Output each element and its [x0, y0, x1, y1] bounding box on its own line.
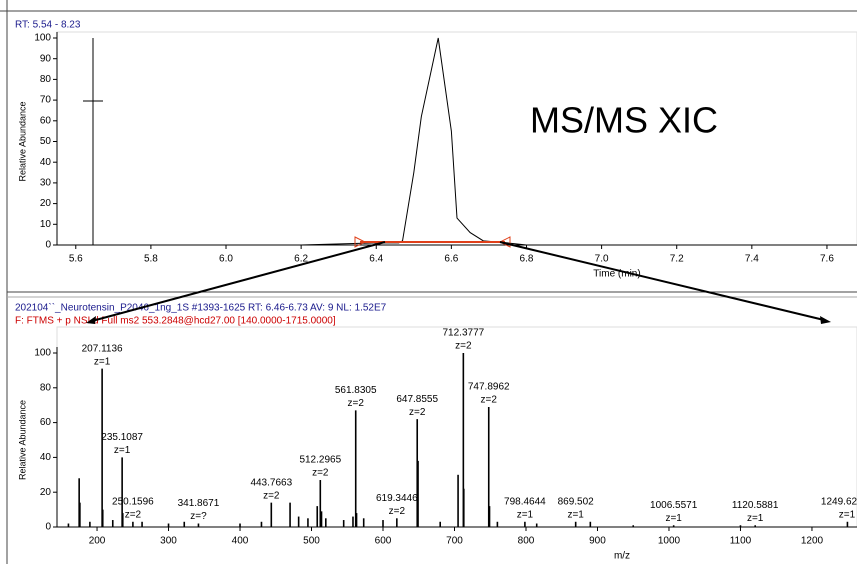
- spectrum-chart: 0 20 40 60 80 100 200 300 400 500 600 700 800 900 1000…: [15, 302, 857, 562]
- y-tick-label: 0: [45, 240, 51, 251]
- x-tick-label: 6.4: [369, 254, 383, 265]
- x-tick-label: 7.2: [670, 254, 684, 265]
- peak-mz-label: 341.8671: [178, 498, 220, 509]
- x-axis-label: Time (min): [593, 269, 640, 280]
- y-tick-label: 90: [40, 53, 52, 64]
- arrow: [91, 241, 386, 322]
- x-tick-label: 6.2: [294, 254, 308, 265]
- peak-mz-label: 1249.62: [821, 496, 857, 507]
- peak-charge-label: z=1: [517, 509, 534, 520]
- peak-mz-label: 1120.5881: [732, 500, 779, 511]
- xic-trace: [188, 37, 527, 246]
- y-tick-label: 40: [40, 452, 52, 463]
- peak-mz-label: 561.8305: [335, 385, 377, 396]
- y-tick-label: 20: [40, 198, 52, 209]
- peak-mz-label: 512.2965: [299, 455, 341, 466]
- x-tick-label: 7.0: [595, 254, 609, 265]
- peak-charge-label: z=2: [389, 506, 406, 517]
- peak-charge-label: z=2: [312, 468, 329, 479]
- peak-mz-label: 1006.5571: [650, 500, 698, 511]
- y-tick-label: 100: [34, 348, 51, 359]
- x-tick-label: 500: [303, 536, 320, 547]
- y-tick-label: 80: [40, 382, 52, 393]
- x-tick-label: 7.4: [745, 254, 759, 265]
- x-tick-label: 6.0: [219, 254, 233, 265]
- peak-mz-label: 647.8555: [396, 394, 438, 405]
- peak-mz-label: 712.3777: [442, 328, 484, 339]
- x-tick-label: 800: [518, 536, 535, 547]
- arrow-head: [86, 316, 96, 324]
- peak-charge-label: z=2: [409, 407, 426, 418]
- chart-title: RT: 5.54 - 8.23: [15, 20, 81, 31]
- peak-charge-label: z=1: [114, 445, 131, 456]
- x-tick-label: 1100: [730, 536, 752, 547]
- y-tick-label: 20: [40, 487, 52, 498]
- x-tick-label: 300: [160, 536, 177, 547]
- x-tick-label: 700: [446, 536, 463, 547]
- y-tick-label: 60: [40, 417, 52, 428]
- range-markers: [354, 236, 511, 248]
- peak-charge-label: z=?: [190, 511, 207, 522]
- peak-mz-label: 235.1087: [101, 432, 143, 443]
- x-tick-label: 1000: [658, 536, 681, 547]
- y-tick-label: 60: [40, 115, 52, 126]
- peak-charge-label: z=1: [94, 356, 111, 367]
- peak-charge-label: z=1: [747, 513, 764, 524]
- x-tick-label: 5.6: [69, 254, 83, 265]
- x-tick-label: 7.6: [820, 254, 834, 265]
- peak-charge-label: z=2: [263, 490, 280, 501]
- scan-filter: F: FTMS + p NSI d Full ms2 553.2848@hcd2…: [15, 316, 336, 327]
- y-tick-label: 30: [40, 178, 52, 189]
- x-tick-label: 5.8: [144, 254, 158, 265]
- xic-chart: 0 10 20 30 40 50 60 70 80 90 100 5.6 5.8 6.0 6.2 6.4 6.6…: [15, 20, 857, 280]
- peak-mz-label: 619.3446: [376, 493, 418, 504]
- peak-mz-label: 798.4644: [504, 496, 546, 507]
- peak-charge-label: z=1: [665, 513, 682, 524]
- x-tick-label: 400: [232, 536, 249, 547]
- x-tick-label: 900: [589, 536, 606, 547]
- arrow-head: [820, 316, 831, 324]
- arrow: [499, 241, 825, 321]
- x-tick-label: 200: [89, 536, 106, 547]
- y-tick-label: 10: [40, 219, 52, 230]
- peak-mz-label: 443.7663: [250, 477, 292, 488]
- x-tick-label: 1200: [801, 536, 824, 547]
- scan-header: 202104``_Neurotensin_P2046_1ng_1S #1393-…: [15, 302, 387, 314]
- peak-mz-label: 747.8962: [468, 382, 510, 393]
- y-tick-label: 80: [40, 74, 52, 85]
- y-axis-label: Relative Abundance: [17, 400, 27, 480]
- y-tick-label: 100: [34, 33, 51, 44]
- peak-mz-label: 207.1136: [82, 343, 123, 354]
- peak-mz-label: 250.1596: [112, 496, 154, 507]
- peak-charge-label: z=2: [455, 341, 472, 352]
- y-axis-label: Relative Abundance: [17, 101, 27, 181]
- peak-charge-label: z=1: [567, 509, 584, 520]
- y-tick-label: 40: [40, 157, 52, 168]
- x-tick-label: 600: [375, 536, 392, 547]
- x-axis-label: m/z: [614, 551, 630, 562]
- peak-charge-label: z=2: [348, 398, 365, 409]
- x-tick-label: 6.8: [520, 254, 534, 265]
- peak-charge-label: z=2: [481, 395, 498, 406]
- y-tick-label: 70: [40, 95, 52, 106]
- y-tick-label: 50: [40, 136, 52, 147]
- annotation: MS/MS XIC: [530, 100, 718, 141]
- x-tick-label: 6.6: [444, 254, 458, 265]
- peak-charge-label: z=2: [125, 509, 142, 520]
- y-tick-label: 0: [45, 522, 51, 533]
- peak-mz-label: 869.502: [558, 496, 595, 507]
- peak-charge-label: z=1: [839, 509, 856, 520]
